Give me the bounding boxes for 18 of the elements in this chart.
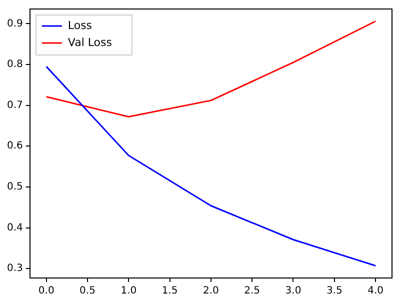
y-tick-label: 0.3 <box>6 263 23 274</box>
y-tick-label: 0.7 <box>6 100 23 111</box>
x-tick-label: 3.5 <box>326 286 342 297</box>
x-tick-label: 0.5 <box>80 286 96 297</box>
y-tick-label: 0.4 <box>6 222 23 234</box>
legend-label: Loss <box>68 18 92 32</box>
legend-label: Val Loss <box>68 36 112 49</box>
x-tick-label: 1.0 <box>120 286 137 297</box>
x-tick-label: 0.0 <box>38 286 54 297</box>
x-tick-label: 2.5 <box>244 286 260 297</box>
y-tick-label: 0.9 <box>6 18 23 30</box>
x-tick-label: 3.0 <box>285 286 302 297</box>
x-tick-label: 2.0 <box>203 286 219 297</box>
y-tick-label: 0.6 <box>6 140 23 152</box>
x-tick-label: 1.5 <box>162 286 178 297</box>
y-tick-label: 0.8 <box>6 59 23 70</box>
y-tick-label: 0.5 <box>6 182 23 193</box>
x-tick-label: 4.0 <box>368 286 384 297</box>
